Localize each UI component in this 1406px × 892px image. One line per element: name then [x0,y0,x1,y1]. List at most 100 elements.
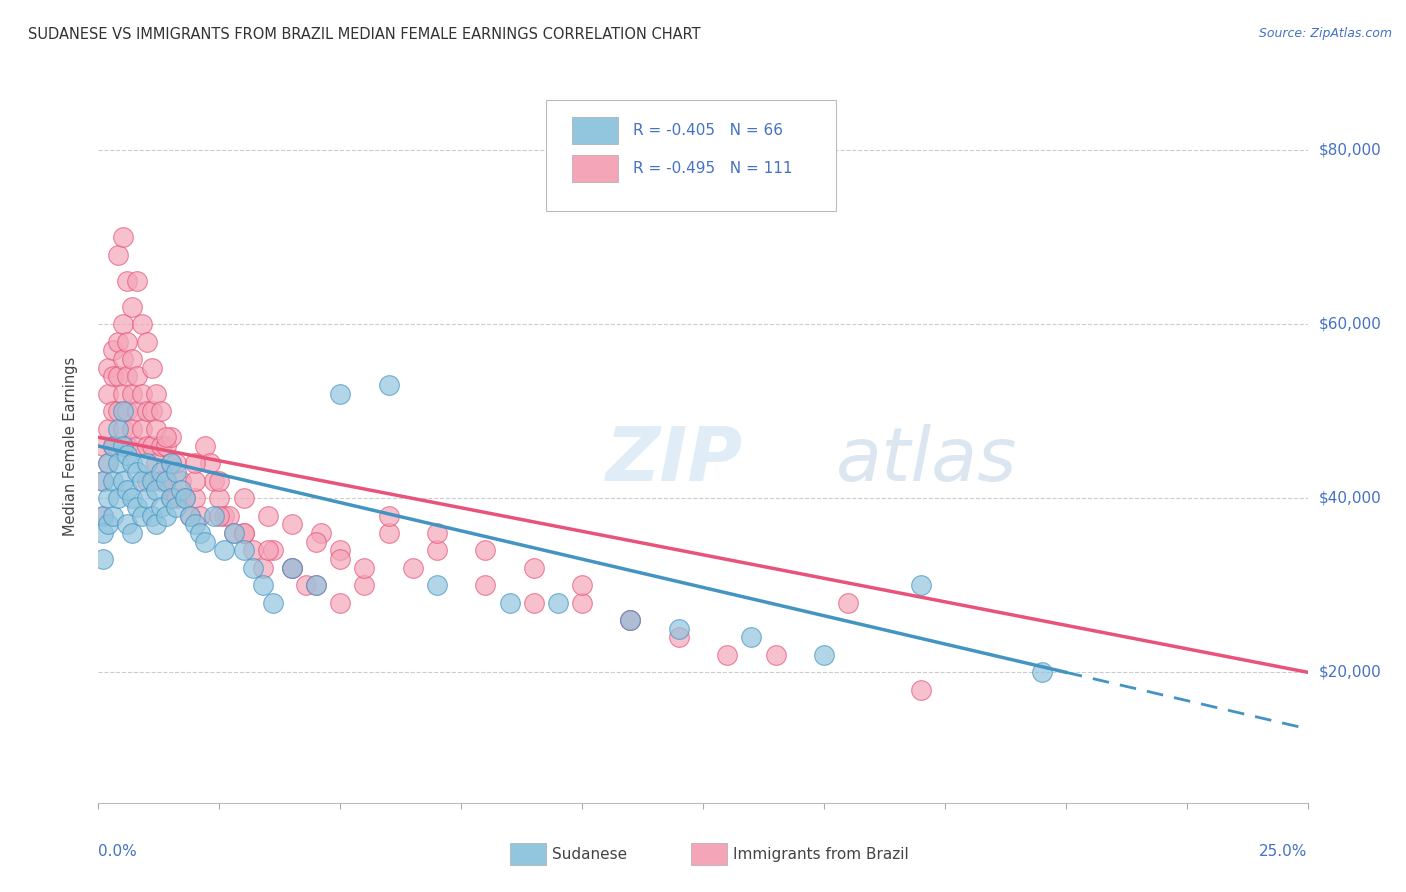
Point [111,230,134,244]
Point [174,491,197,506]
Point [101,369,124,384]
Point [232,526,254,541]
Point [262,543,284,558]
Point [155,439,177,453]
Point [295,578,318,592]
Point [353,561,375,575]
Point [204,508,226,523]
Y-axis label: Median Female Earnings: Median Female Earnings [63,357,77,535]
Point [377,526,399,541]
Point [111,351,134,366]
Point [107,247,129,261]
Point [121,300,143,314]
Point [131,317,153,331]
Point [160,457,183,471]
Point [281,517,304,532]
Point [91,474,114,488]
Point [194,439,217,453]
Point [91,508,114,523]
Point [127,274,149,288]
Text: 0.0%: 0.0% [98,845,138,860]
Point [135,457,157,471]
Point [232,543,254,558]
Text: R = -0.405   N = 66: R = -0.405 N = 66 [633,123,783,138]
Point [194,534,217,549]
Point [309,526,332,541]
Point [184,517,207,532]
Point [101,404,124,418]
Point [377,508,399,523]
Point [150,465,173,479]
Point [111,421,134,435]
Point [242,561,264,575]
Point [252,578,274,592]
Point [145,457,167,471]
Text: $20,000: $20,000 [1319,665,1382,680]
Point [256,543,278,558]
Bar [572,117,619,145]
Text: Source: ZipAtlas.com: Source: ZipAtlas.com [1258,27,1392,40]
Point [121,491,143,506]
Point [141,404,163,418]
Point [212,543,235,558]
Point [204,474,226,488]
Point [165,491,187,506]
Point [281,561,304,575]
Point [117,439,139,453]
Point [127,404,149,418]
Point [222,526,245,541]
Point [179,508,201,523]
Point [305,578,328,592]
Point [252,561,274,575]
Text: atlas: atlas [837,425,1018,496]
Point [169,474,191,488]
Text: $40,000: $40,000 [1319,491,1382,506]
Point [353,578,375,592]
Point [232,526,254,541]
Point [179,508,201,523]
Point [111,474,134,488]
Point [188,526,211,541]
Point [91,508,114,523]
Point [474,578,496,592]
Point [402,561,425,575]
Point [91,439,114,453]
Point [571,596,593,610]
Point [150,439,173,453]
Point [97,421,120,435]
Point [150,500,173,514]
Point [141,439,163,453]
Point [141,508,163,523]
Text: R = -0.495   N = 111: R = -0.495 N = 111 [633,161,793,176]
Point [97,517,120,532]
Point [184,491,207,506]
Text: 25.0%: 25.0% [1260,845,1308,860]
Point [547,596,569,610]
Point [107,421,129,435]
Point [111,386,134,401]
Text: $80,000: $80,000 [1319,143,1382,158]
Bar [509,844,546,865]
Point [232,491,254,506]
Point [127,465,149,479]
Point [135,439,157,453]
Point [117,517,139,532]
Point [668,622,690,636]
Point [101,474,124,488]
Point [305,578,328,592]
Point [910,578,932,592]
Text: $60,000: $60,000 [1319,317,1382,332]
Point [1031,665,1053,680]
Text: Sudanese: Sudanese [551,847,627,862]
Point [131,386,153,401]
Text: ZIP: ZIP [606,424,744,497]
Point [111,439,134,453]
Point [218,508,240,523]
Point [169,483,191,497]
Point [208,491,231,506]
Point [329,386,352,401]
Point [135,491,157,506]
Point [107,457,129,471]
Bar [572,155,619,182]
Point [135,404,157,418]
